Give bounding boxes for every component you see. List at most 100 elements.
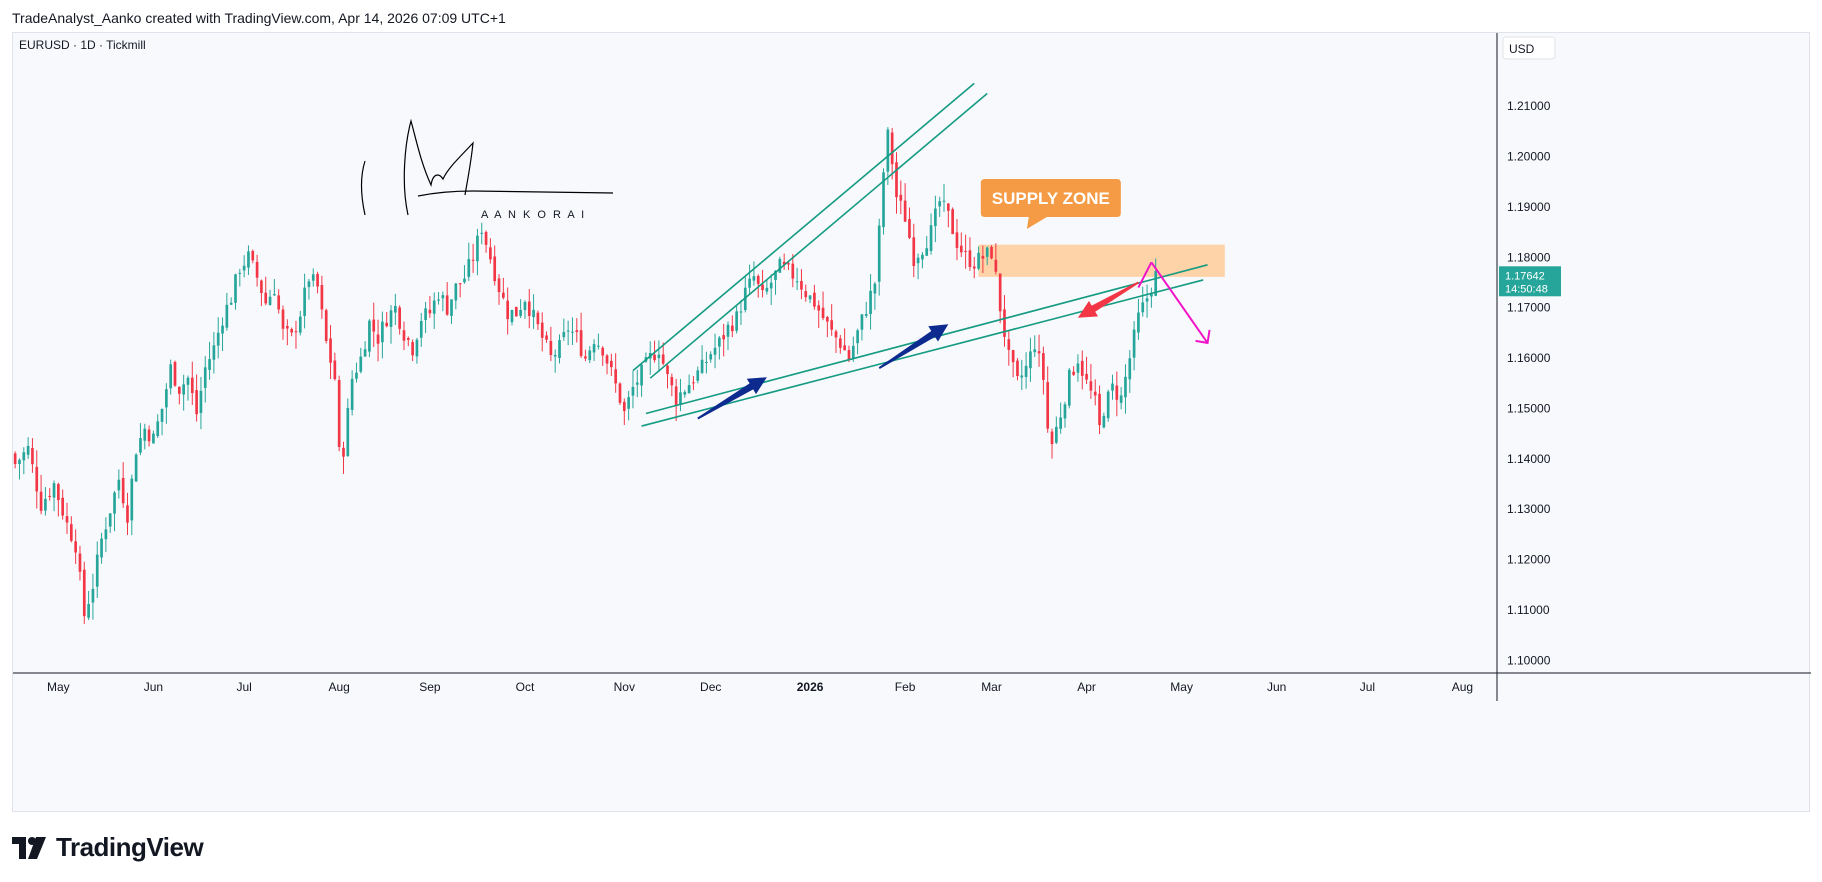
candle-body — [311, 274, 315, 281]
y-tick-label: 1.20000 — [1507, 149, 1551, 163]
candle-body — [843, 345, 846, 351]
y-tick-label: 1.19000 — [1507, 200, 1551, 214]
candle-body — [618, 383, 622, 403]
candle-body — [95, 554, 99, 587]
candle-body — [899, 194, 903, 201]
candle-body — [372, 319, 376, 332]
supply-zone[interactable] — [978, 244, 1225, 277]
candle-body — [493, 256, 497, 282]
candle-body — [990, 246, 993, 259]
candle-body — [890, 132, 894, 165]
candle-body — [661, 354, 665, 364]
candle-body — [497, 278, 501, 293]
projection-line[interactable] — [1150, 261, 1209, 344]
candle-body — [1115, 385, 1119, 400]
candle-body — [26, 445, 30, 455]
candle-body — [545, 335, 548, 340]
candle-body — [934, 208, 937, 227]
candle-body — [813, 292, 816, 307]
candle-body — [558, 340, 561, 358]
candle-body — [329, 338, 332, 363]
candle-body — [126, 505, 129, 523]
candle-body — [1020, 375, 1024, 378]
candle-body — [104, 529, 108, 540]
candle-body — [994, 259, 998, 272]
candle-body — [1132, 329, 1136, 358]
candle-body — [1093, 391, 1097, 396]
trendline[interactable] — [632, 82, 975, 372]
candle-body — [817, 305, 821, 311]
candle-body — [709, 354, 713, 360]
candle-body — [437, 299, 440, 301]
candle-body — [242, 265, 246, 271]
candle-body — [169, 364, 173, 389]
candle-body — [402, 330, 406, 341]
candle-body — [264, 292, 268, 304]
chart-frame[interactable]: SUPPLY ZONE A A N K O R A I EURUSD · 1D ·… — [12, 32, 1811, 813]
candle-body — [1124, 376, 1127, 398]
currency-button[interactable] — [1502, 36, 1556, 60]
candle-body — [622, 401, 626, 412]
candle-body — [247, 251, 250, 268]
candle-body — [108, 513, 112, 527]
projection-line[interactable] — [1137, 261, 1153, 288]
candle-body — [921, 254, 924, 260]
candle-body — [804, 291, 808, 298]
candle-body — [22, 452, 26, 461]
candle-body — [113, 492, 116, 514]
signature: A A N K O R A I — [360, 118, 614, 221]
candle-body — [342, 447, 345, 457]
candle-body — [553, 354, 557, 357]
candle-body — [268, 296, 272, 306]
y-tick-label: 1.18000 — [1507, 250, 1551, 264]
candle-body — [31, 448, 34, 465]
x-tick-label: Aug — [1452, 680, 1473, 694]
candle-body — [964, 250, 967, 252]
candle-body — [808, 295, 812, 300]
candle-body — [489, 247, 492, 260]
candle-body — [536, 312, 540, 325]
candle-body — [130, 478, 134, 521]
x-tick-label: Apr — [1077, 680, 1096, 694]
x-tick-label: Jul — [1360, 680, 1375, 694]
candle-body — [627, 397, 630, 409]
candle-body — [432, 300, 436, 314]
candle-body — [394, 305, 397, 313]
trendline[interactable] — [649, 92, 988, 379]
candle-body — [143, 428, 147, 441]
candle-body — [324, 310, 328, 341]
supply-zone-callout[interactable] — [980, 179, 1121, 229]
candle-body — [726, 324, 730, 337]
candle-body — [791, 263, 795, 279]
candle-body — [199, 390, 203, 413]
candle-body — [389, 310, 393, 327]
candle-body — [203, 367, 207, 388]
trendline[interactable] — [641, 279, 1204, 427]
blue-arrow[interactable] — [878, 324, 949, 369]
chart-svg[interactable]: SUPPLY ZONE A A N K O R A I EURUSD · 1D ·… — [13, 33, 1811, 813]
candle-body — [1016, 360, 1019, 377]
candle-body — [696, 370, 700, 381]
candle-body — [35, 466, 39, 492]
tradingview-wordmark: TradingView — [56, 832, 204, 862]
candle-body — [851, 345, 855, 359]
candle-body — [1007, 339, 1011, 350]
supply-zone-label: SUPPLY ZONE — [992, 189, 1110, 208]
blue-arrow[interactable] — [697, 377, 767, 420]
candle-body — [212, 345, 216, 360]
candle-body — [834, 331, 838, 338]
candle-body — [476, 235, 479, 262]
candle-body — [908, 219, 911, 238]
candle-body — [614, 369, 618, 384]
candle-body — [48, 495, 52, 497]
candle-body — [1011, 350, 1015, 363]
candle-body — [523, 301, 527, 311]
tradingview-logo[interactable]: TradingView — [12, 832, 204, 863]
candle-body — [800, 281, 803, 290]
candle-body — [441, 295, 445, 299]
candle-body — [838, 338, 842, 348]
red-arrow[interactable] — [1077, 281, 1139, 318]
y-tick-label: 1.15000 — [1507, 401, 1551, 415]
candle-body — [480, 232, 484, 234]
candle-body — [795, 281, 799, 283]
